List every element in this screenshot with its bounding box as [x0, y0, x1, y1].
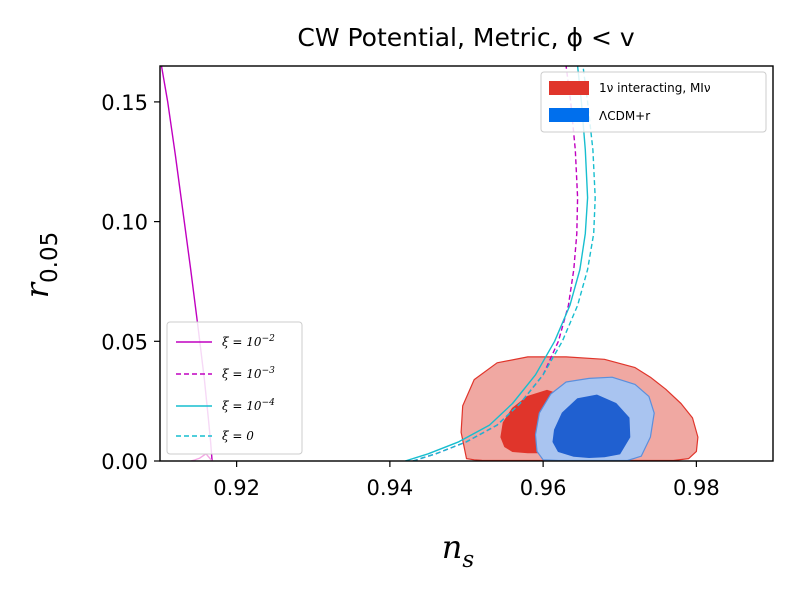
y-axis-label: r0.05 [18, 232, 63, 299]
axes-frame [159, 65, 774, 462]
x-axis-label-sub: s [462, 547, 474, 573]
x-axis-label: ns [442, 528, 475, 573]
y-axis-label-sub: 0.05 [37, 232, 63, 283]
y-tick-label: 0.00 [101, 450, 148, 474]
line-xi-1e-4 [404, 66, 589, 461]
contour-layer [460, 356, 699, 461]
tick-layer: 0.92 0.94 0.96 0.98 0.00 0.05 0.10 0.15 [101, 91, 720, 500]
chart-title: CW Potential, Metric, ϕ < v [297, 23, 634, 52]
legend-label-interacting: 1ν interacting, MIν [599, 81, 711, 95]
x-tick-label: 0.92 [213, 476, 260, 500]
legend-label-xi-0: ξ = 0 [222, 429, 254, 443]
x-tick-label: 0.94 [366, 476, 413, 500]
x-tick-label: 0.98 [673, 476, 720, 500]
contour-legend: 1ν interacting, MIν ΛCDM+r [540, 71, 767, 133]
legend-swatch-interacting [549, 81, 589, 95]
legend-label-xi-1e-4: ξ = 10−4 [222, 398, 275, 413]
y-tick-label: 0.15 [101, 91, 148, 115]
plot-area [160, 66, 699, 461]
x-tick-label: 0.96 [520, 476, 567, 500]
line-xi-1e-2-lower [190, 453, 213, 461]
legend-label-xi-1e-2: ξ = 10−2 [222, 334, 275, 349]
contour-lcdm-68 [552, 394, 631, 458]
legend-swatch-lcdm [549, 108, 589, 122]
legend-label-xi-1e-3: ξ = 10−3 [222, 366, 275, 381]
y-tick-label: 0.05 [101, 330, 148, 354]
line-legend: ξ = 10−2 ξ = 10−3 ξ = 10−4 ξ = 0 [166, 321, 303, 455]
legend-label-lcdm: ΛCDM+r [599, 109, 650, 123]
line-xi-0 [412, 66, 596, 461]
x-axis-label-main: n [442, 528, 463, 566]
line-legend-box [166, 321, 303, 455]
y-axis-label-main: r [18, 281, 56, 298]
contour-legend-box [540, 71, 767, 133]
y-tick-label: 0.10 [101, 211, 148, 235]
